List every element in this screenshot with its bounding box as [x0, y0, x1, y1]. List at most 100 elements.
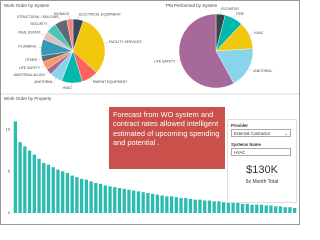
leader-line: [176, 60, 181, 62]
bar: [212, 201, 216, 213]
charts: Work Order by System PM Performed by Sys…: [1, 3, 299, 215]
bar: [23, 146, 27, 213]
bar: [103, 185, 107, 213]
y-tick-label: 5: [8, 168, 11, 173]
bar: [264, 205, 268, 213]
bar: [32, 154, 36, 213]
bar: [174, 197, 178, 213]
bar: [79, 178, 84, 213]
bar: [18, 142, 22, 213]
bar: [245, 203, 249, 213]
bar: [226, 202, 231, 213]
chevron: ⌄: [284, 131, 288, 136]
dropdown-value: HVAC: [234, 150, 246, 155]
bar: [198, 199, 202, 213]
slice-label: LIFE SAFETY: [154, 59, 176, 63]
bar: [65, 173, 70, 213]
leader-line: [58, 17, 61, 22]
dropdown[interactable]: External Contractor ⌄: [231, 129, 291, 137]
bar: [217, 201, 221, 213]
slice-label: FIRE: [236, 12, 244, 16]
bar: [70, 175, 74, 213]
bar: [42, 163, 46, 213]
bar: [141, 192, 145, 213]
leader-line: [249, 33, 254, 36]
leader-line: [38, 58, 43, 60]
bar: [51, 167, 55, 213]
bar: [122, 188, 126, 213]
bar: [127, 189, 131, 213]
leader-line: [233, 14, 236, 19]
bar: [113, 187, 117, 213]
slice-label: HVAC: [63, 86, 73, 90]
bar: [259, 204, 264, 213]
y-tick-label: 10: [6, 127, 11, 132]
kpi-value: $130K: [246, 164, 278, 176]
bar: [37, 158, 41, 213]
leader-line: [40, 65, 45, 68]
bar: [155, 194, 160, 213]
slice-label: PARENT EQUIPMENT: [93, 80, 128, 84]
bar: [160, 195, 164, 213]
pie-slice: [178, 13, 235, 89]
bar: [292, 208, 297, 213]
bar: [84, 179, 89, 213]
bar: [269, 205, 273, 213]
dropdown[interactable]: HVAC: [231, 148, 291, 156]
bar: [250, 204, 254, 213]
bar: [75, 177, 79, 213]
slice-label: FACILITY SERVICES: [109, 40, 142, 44]
bar: [136, 191, 141, 213]
y-tick-label: 0: [8, 210, 11, 215]
label: Systems Name: [231, 142, 261, 147]
slice-label: LIFE SAFETY: [19, 66, 41, 70]
callout: Forecast from WO system and contract rat…: [109, 107, 225, 169]
leader-line: [248, 68, 253, 71]
slice-label: SECURITY: [30, 22, 48, 26]
leader-line: [78, 15, 80, 20]
bar: [27, 150, 32, 213]
bar: [255, 204, 259, 213]
bar: [193, 199, 197, 213]
slice-label: PLUMBING: [19, 45, 37, 49]
bar: [132, 190, 136, 213]
bar: [236, 203, 240, 213]
chart-title: PM Performed by System: [166, 3, 218, 8]
slice-label: REAL ESTATE: [18, 31, 41, 35]
leader-line: [53, 77, 57, 82]
bar: [56, 169, 60, 213]
slice-label: STRUCTURAL / BUILDING: [17, 15, 59, 19]
bar: [179, 198, 183, 213]
bar: [169, 196, 174, 213]
bar: [188, 198, 193, 213]
bar: [13, 121, 18, 213]
slice-label: ELEVATOR: [221, 7, 239, 11]
slice-label: OTHER: [25, 58, 37, 62]
leader-line: [48, 24, 52, 28]
bar: [221, 202, 226, 213]
kpi-label: 6x Month Total: [245, 179, 279, 185]
bar: [117, 188, 122, 213]
slice-label: SIGNAGE: [54, 12, 70, 16]
leader-line: [45, 71, 49, 75]
bar: [231, 203, 235, 213]
dashboard: Work Order by System PM Performed by Sys…: [0, 0, 300, 225]
label: Provider: [231, 123, 248, 128]
bar: [98, 183, 103, 213]
bar: [240, 203, 245, 213]
bar: [184, 198, 188, 213]
bar: [278, 206, 283, 213]
bar: [288, 207, 292, 213]
bar: [150, 193, 155, 213]
leader-line: [41, 33, 46, 36]
leader-line: [89, 77, 93, 82]
bar: [61, 171, 65, 213]
pie-slice: [215, 48, 254, 84]
bar: [89, 181, 93, 213]
slice-label: JANITORIAL ALLIED: [13, 73, 45, 77]
dropdown-value: External Contractor: [234, 131, 271, 136]
slice-label: JANITORIAL: [34, 80, 54, 84]
bar: [108, 186, 112, 213]
bar: [274, 206, 278, 213]
filter-panel: Provider External Contractor ⌄ Systems Na…: [227, 119, 297, 203]
